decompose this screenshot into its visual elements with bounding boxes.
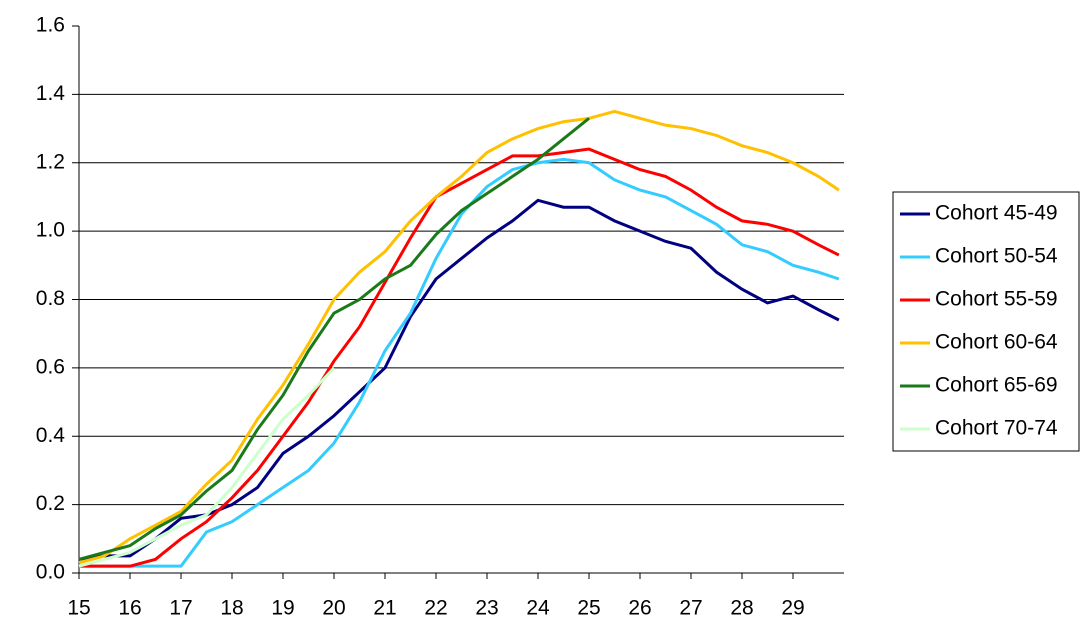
x-tick-label: 16 (118, 597, 141, 620)
legend-label: Cohort 55-59 (935, 288, 1058, 311)
x-tick-label: 25 (577, 597, 600, 620)
legend-label: Cohort 45-49 (935, 202, 1058, 225)
x-tick-label: 15 (67, 597, 90, 620)
y-tick-label: 1.0 (36, 219, 65, 242)
y-tick-label: 1.4 (36, 82, 66, 105)
y-tick-label: 0.6 (36, 355, 65, 378)
x-tick-label: 27 (679, 597, 702, 620)
series-line (78, 366, 336, 568)
y-tick-label: 0.2 (36, 492, 65, 515)
y-tick-label: 0.4 (36, 424, 66, 447)
y-tick-label: 1.2 (36, 150, 65, 173)
x-tick-label: 20 (322, 597, 345, 620)
x-tick-label: 29 (781, 597, 804, 620)
x-tick-label: 24 (526, 597, 550, 620)
legend-label: Cohort 70-74 (935, 417, 1058, 440)
x-tick-label: 22 (424, 597, 447, 620)
x-tick-label: 19 (271, 597, 294, 620)
x-tick-label: 18 (220, 597, 243, 620)
series-line (79, 157, 840, 568)
legend-label: Cohort 60-64 (935, 331, 1058, 354)
legend-box (892, 191, 1080, 452)
series-line (78, 109, 840, 565)
x-tick-label: 28 (730, 597, 753, 620)
series-line (78, 117, 590, 561)
y-tick-label: 0.0 (36, 561, 65, 584)
legend-label: Cohort 50-54 (935, 245, 1058, 268)
legend-label: Cohort 65-69 (935, 374, 1058, 397)
series-line (79, 147, 840, 568)
y-tick-label: 1.6 (36, 14, 65, 37)
x-tick-label: 26 (628, 597, 651, 620)
x-tick-label: 17 (169, 597, 192, 620)
x-tick-label: 21 (373, 597, 396, 620)
x-tick-label: 23 (475, 597, 498, 620)
y-tick-label: 0.8 (36, 287, 65, 310)
